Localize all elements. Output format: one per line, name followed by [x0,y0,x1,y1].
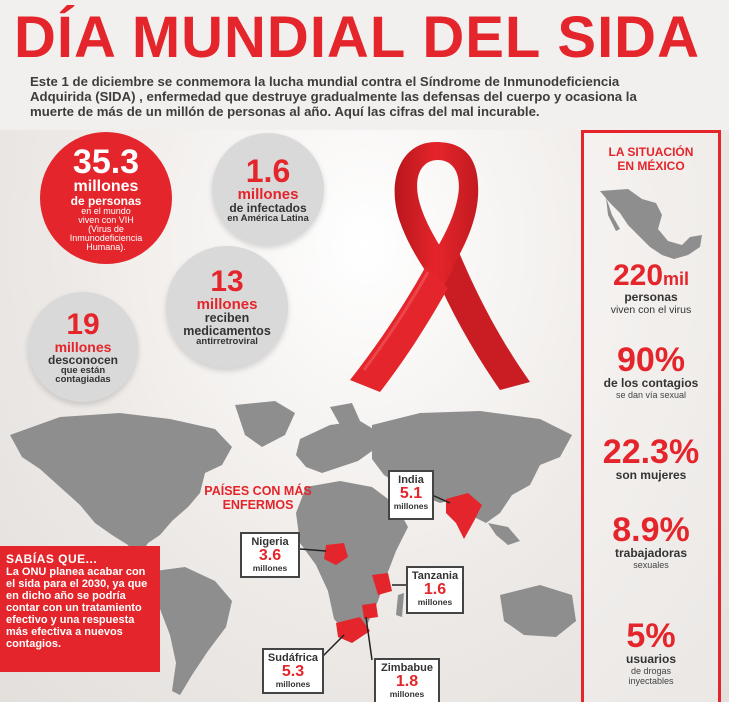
zimbabue-highlight [362,603,378,619]
world-map [10,401,576,695]
red-ribbon-icon [350,142,530,392]
stat-label: personas [624,290,678,304]
stat-desc: medicamentos [183,323,271,338]
stat-label: trabajadoras [614,546,688,560]
stat-desc: (Virus de [88,223,124,234]
stat-desc: desconocen [47,352,119,367]
stat-label: son mujeres [615,468,687,482]
stat-number: 1.6 [245,152,291,189]
country-unit: millones [389,689,425,699]
mexico-stat-drugs: 5% usuarios de drogas inyectables [584,619,718,686]
country-name: Nigeria [251,536,289,548]
stat-unit: millones [237,185,299,203]
stat-label: usuarios [625,652,676,666]
mexico-heading-line: LA SITUACIÓN [608,145,694,159]
stat-desc: en América Latina [227,212,309,224]
stat-bubble-latin-america: 1.6 millones de infectados en América La… [212,133,324,245]
country-unit: millones [393,501,429,511]
intro-text: Este 1 de diciembre se conmemora la luch… [30,74,637,119]
stat-unit: millones [54,338,112,355]
country-unit: millones [275,679,311,689]
stat-number: 8.9% [612,511,690,549]
mexico-heading: LA SITUACIÓN EN MÉXICO [584,145,718,173]
did-you-know-text: La ONU planea acabar con el sida para el… [6,566,148,650]
country-label-sudafrica: Sudáfrica 5.3 millones [262,648,324,694]
stat-desc: de personas [70,193,142,208]
stat-desc: de infectados [229,200,307,215]
mexico-panel: LA SITUACIÓN EN MÉXICO 220mil personas v… [581,130,721,702]
country-label-tanzania: Tanzania 1.6 millones [406,566,464,614]
stat-number: 22.3% [602,433,700,471]
stat-bubble-treatment: 13 millones reciben medicamentos antirre… [166,246,288,368]
country-name: Zimbabue [381,662,433,674]
stat-label: inyectables [628,676,674,686]
stat-desc: en el mundo [81,205,131,216]
mexico-stat-women: 22.3% son mujeres [584,435,718,482]
stat-unit: millones [196,296,258,314]
countries-section-title: PAÍSES CON MÁS ENFERMOS [204,484,312,512]
sudafrica-highlight [336,617,370,643]
stat-number: 220 [612,259,664,292]
country-value: 1.6 [423,581,447,598]
mexico-heading-line: EN MÉXICO [617,159,685,173]
mexico-stat-sexual: 90% de los contagios se dan vía sexual [584,343,718,400]
country-name: India [398,474,424,486]
stat-bubble-world-hiv: 35.3 millones de personas en el mundo vi… [40,132,172,264]
country-value: 3.6 [258,547,282,564]
country-value: 5.1 [399,485,423,502]
did-you-know-heading: SABÍAS QUE... [6,552,98,566]
country-label-zimbabue: Zimbabue 1.8 millones [374,658,440,702]
country-name: Tanzania [411,570,459,582]
stat-desc: reciben [204,311,250,326]
india-highlight [446,493,482,539]
stat-bubble-unaware: 19 millones desconocen que están contagi… [28,292,138,402]
stat-number: 5% [626,617,676,655]
stat-number: 35.3 [72,142,140,181]
stat-desc: que están [60,364,106,376]
country-value: 5.3 [281,663,305,680]
stat-desc: contagiadas [55,374,111,385]
stat-desc: antirretroviral [196,336,258,348]
stat-desc: viven con VIH [78,214,134,225]
country-unit: millones [252,563,288,573]
stat-label: sexuales [633,560,669,570]
stat-suffix: mil [663,269,690,289]
tanzania-highlight [372,573,392,595]
stat-label: de los contagios [603,376,699,390]
stat-desc: Inmunodeficiencia [69,232,143,243]
stat-number: 90% [616,341,686,379]
country-label-nigeria: Nigeria 3.6 millones [240,532,300,578]
stat-number: 19 [66,307,100,341]
did-you-know-box: SABÍAS QUE... La ONU planea acabar con e… [0,546,160,672]
stat-number: 13 [210,265,244,299]
stat-label: viven con el virus [610,304,692,316]
stat-unit: millones [73,177,139,195]
mexico-stat-living: 220mil personas viven con el virus [584,261,718,317]
country-value: 1.8 [395,673,419,690]
mexico-stat-sexworkers: 8.9% trabajadoras sexuales [584,513,718,570]
country-name: Sudáfrica [267,652,319,664]
stat-label: se dan vía sexual [615,390,687,400]
mexico-map-icon [600,189,702,259]
stat-label: de drogas [630,666,672,676]
page-title: DÍA MUNDIAL DEL SIDA [14,5,700,70]
country-label-india: India 5.1 millones [388,470,434,520]
nigeria-highlight [324,543,348,565]
stat-desc: Humana). [86,241,126,252]
country-unit: millones [417,597,453,607]
